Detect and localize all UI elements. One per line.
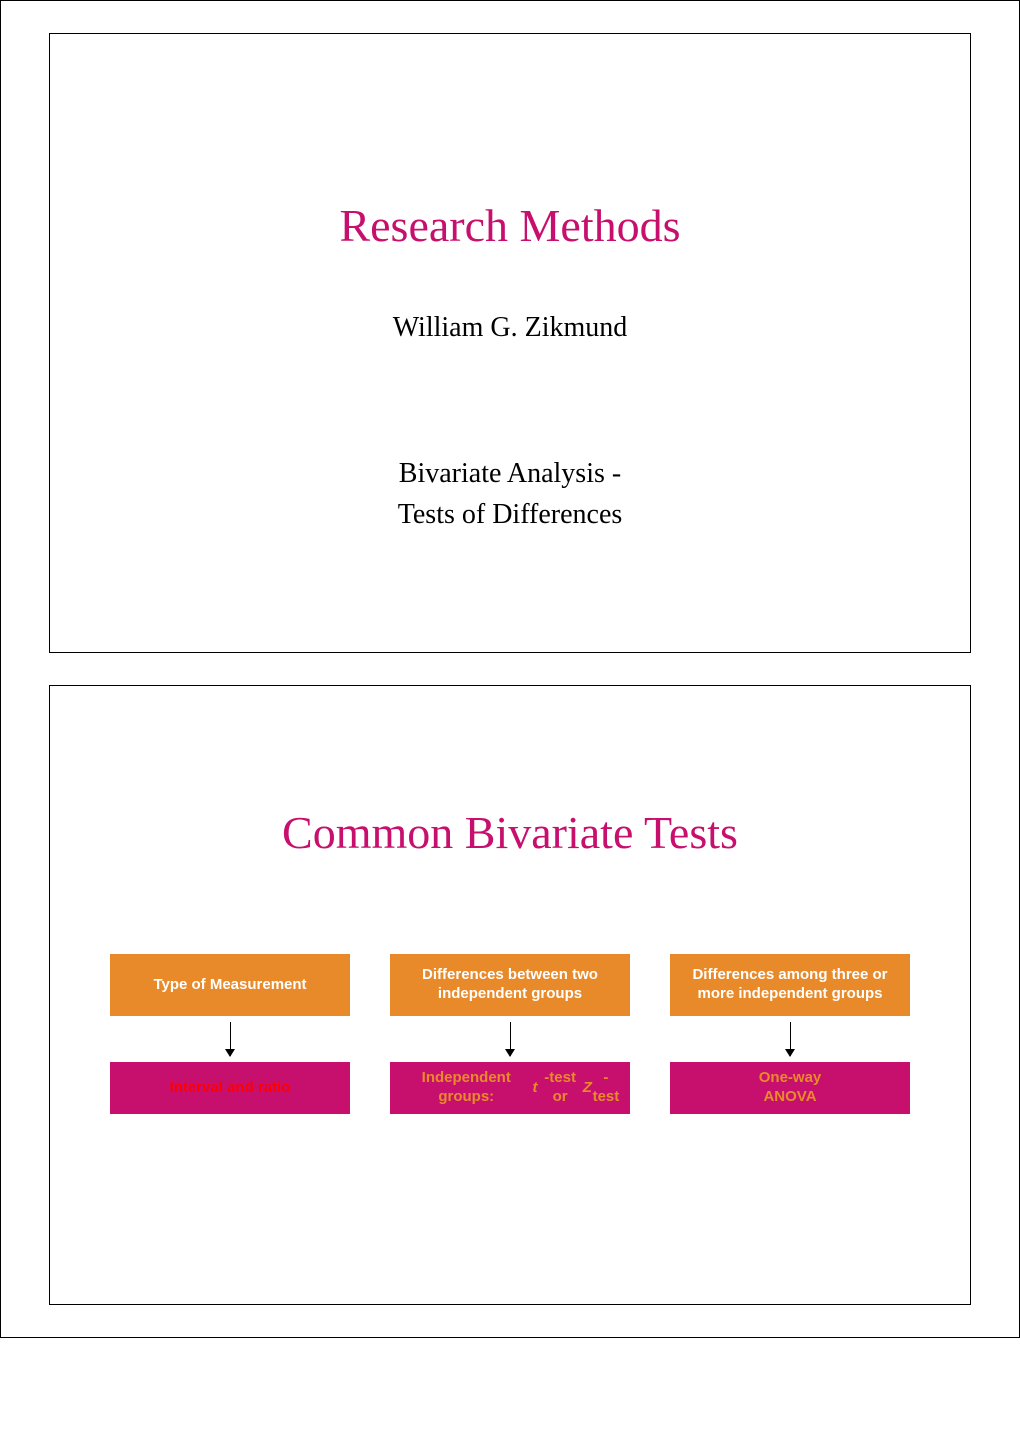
slide1-title: Research Methods [50, 199, 970, 252]
author-name: William G. Zikmund [50, 312, 970, 344]
box-interval-and-ratio: Interval and ratio [110, 1062, 350, 1114]
subtitle-line-2: Tests of Differences [50, 495, 970, 536]
arrow-2 [510, 1016, 511, 1062]
subtitle-line-1: Bivariate Analysis - [50, 454, 970, 495]
page-container: Research Methods William G. Zikmund Biva… [0, 0, 1020, 1338]
column-1: Type of Measurement Interval and ratio [110, 954, 350, 1114]
box-diff-three-groups: Differences among three or more independ… [670, 954, 910, 1016]
arrow-1 [230, 1016, 231, 1062]
slide-1: Research Methods William G. Zikmund Biva… [49, 33, 971, 653]
column-2: Differences between two independent grou… [390, 954, 630, 1114]
arrow-3 [790, 1016, 791, 1062]
flowchart: Type of Measurement Interval and ratio D… [50, 954, 970, 1114]
column-3: Differences among three or more independ… [670, 954, 910, 1114]
box-type-of-measurement: Type of Measurement [110, 954, 350, 1016]
box-diff-two-groups: Differences between two independent grou… [390, 954, 630, 1016]
box-anova: One-wayANOVA [670, 1062, 910, 1114]
slide-2: Common Bivariate Tests Type of Measureme… [49, 685, 971, 1305]
box-ttest-ztest: Independent groups:t-test or Z-test [390, 1062, 630, 1114]
slide2-title: Common Bivariate Tests [50, 806, 970, 859]
